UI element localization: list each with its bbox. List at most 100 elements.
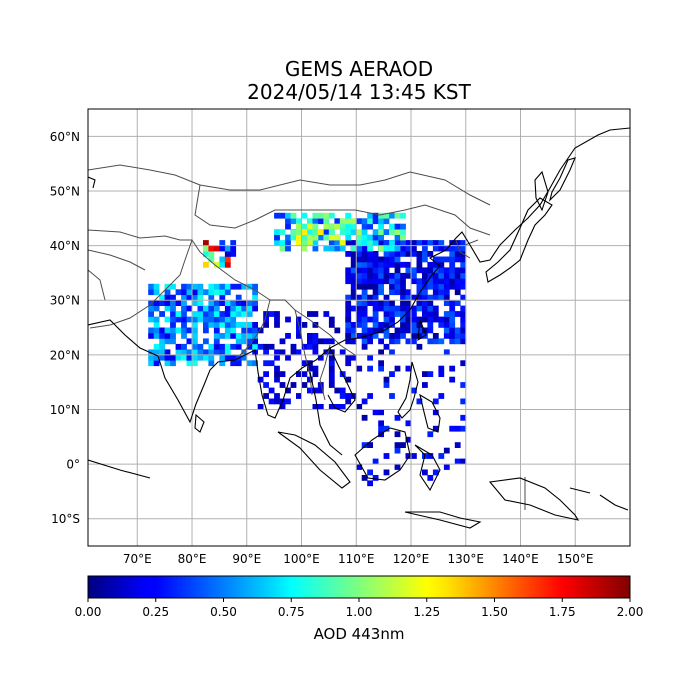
aod-pixel	[427, 278, 434, 285]
aod-pixel	[372, 327, 379, 334]
aod-pixel	[460, 245, 467, 252]
aod-pixel	[378, 240, 384, 246]
aod-pixel	[339, 240, 346, 246]
aod-pixel	[164, 305, 171, 312]
aod-pixel	[350, 305, 357, 312]
aod-pixel	[389, 333, 395, 339]
aod-pixel	[328, 376, 335, 383]
aod-pixel	[230, 311, 237, 317]
aod-pixel	[356, 234, 363, 241]
aod-pixel	[192, 327, 198, 334]
aod-pixel	[290, 382, 297, 388]
aod-pixel	[285, 333, 291, 339]
aod-pixel	[274, 229, 280, 235]
aod-pixel	[328, 354, 335, 361]
aod-pixel	[224, 289, 231, 296]
aod-pixel	[345, 354, 352, 361]
aod-pixel	[356, 311, 363, 317]
aod-pixel	[323, 234, 330, 241]
aod-pixel	[389, 283, 395, 290]
aod-pixel	[148, 333, 154, 339]
aod-pixel	[411, 240, 417, 246]
aod-pixel	[389, 322, 395, 328]
aod-pixel	[400, 289, 406, 296]
aod-pixel	[400, 294, 406, 301]
aod-pixel	[372, 278, 379, 285]
aod-pixel	[460, 305, 467, 312]
aod-pixel	[460, 382, 467, 388]
aod-pixel	[345, 272, 352, 279]
aod-pixel	[175, 349, 182, 356]
aod-pixel	[438, 294, 445, 301]
aod-pixel	[405, 436, 412, 443]
aod-pixel	[350, 267, 357, 274]
aod-pixel	[339, 404, 346, 410]
aod-pixel	[454, 245, 461, 252]
aod-pixel	[367, 300, 373, 306]
aod-pixel	[356, 251, 363, 257]
aod-pixel	[235, 338, 242, 345]
title-line-2: 2024/05/14 13:45 KST	[247, 80, 471, 104]
aod-pixel	[378, 267, 384, 274]
aod-pixel	[274, 393, 280, 399]
aod-pixel	[164, 360, 171, 367]
aod-pixel	[443, 333, 450, 339]
aod-pixel	[230, 240, 237, 246]
aod-pixel	[454, 289, 461, 296]
aod-pixel	[361, 343, 368, 350]
aod-pixel	[389, 261, 395, 268]
aod-pixel	[378, 278, 384, 285]
aod-pixel	[443, 256, 450, 263]
aod-pixel	[438, 365, 445, 372]
aod-pixel	[159, 343, 165, 350]
aod-pixel	[427, 267, 434, 274]
aod-pixel	[356, 365, 363, 372]
aod-pixel	[153, 283, 160, 290]
aod-pixel	[372, 218, 379, 225]
aod-pixel	[378, 338, 384, 345]
aod-pixel	[394, 229, 401, 235]
aod-pixel	[422, 267, 428, 274]
aod-pixel	[383, 322, 390, 328]
aod-pixel	[394, 251, 401, 257]
aod-pixel	[460, 256, 467, 263]
aod-pixel	[361, 305, 368, 312]
aod-pixel	[208, 316, 215, 323]
aod-pixel	[460, 360, 467, 367]
aod-pixel	[350, 327, 357, 334]
aod-pixel	[405, 251, 412, 257]
aod-pixel	[153, 349, 160, 356]
aod-pixel	[323, 349, 330, 356]
aod-pixel	[197, 300, 204, 306]
aod-pixel	[175, 343, 182, 350]
aod-pixel	[317, 387, 324, 394]
aod-pixel	[257, 376, 264, 383]
aod-pixel	[203, 240, 209, 246]
aod-pixel	[389, 393, 395, 399]
colorbar-tick-label: 0.25	[142, 605, 169, 619]
aod-pixel	[443, 464, 450, 470]
aod-pixel	[197, 311, 204, 317]
aod-pixel	[279, 349, 286, 356]
aod-pixel	[323, 311, 330, 317]
aod-pixel	[230, 251, 237, 257]
aod-pixel	[400, 311, 406, 317]
aod-pixel	[164, 349, 171, 356]
aod-pixel	[345, 267, 352, 274]
aod-pixel	[438, 283, 445, 290]
aod-pixel	[235, 322, 242, 328]
aod-pixel	[192, 300, 198, 306]
aod-pixel	[153, 289, 160, 296]
aod-pixel	[394, 223, 401, 230]
aod-pixel	[186, 349, 193, 356]
aod-pixel	[345, 376, 352, 383]
aod-pixel	[432, 283, 439, 290]
aod-pixel	[361, 322, 368, 328]
aod-pixel	[268, 311, 275, 317]
aod-pixel	[383, 251, 390, 257]
aod-pixel	[427, 300, 434, 306]
aod-pixel	[334, 234, 341, 241]
aod-pixel	[197, 289, 204, 296]
aod-pixel	[454, 333, 461, 339]
aod-pixel	[159, 294, 165, 301]
